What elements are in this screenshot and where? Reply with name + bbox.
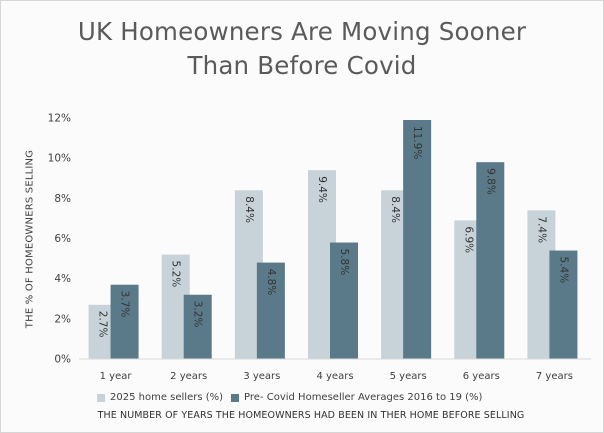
bar-pre-covid	[476, 162, 505, 359]
data-label-2025: 2.7%	[97, 311, 109, 338]
bar-pre-covid	[403, 120, 432, 359]
y-tick-label: 8%	[54, 193, 71, 205]
bar-pre-covid	[549, 250, 578, 359]
chart-title-line-2: Than Before Covid	[187, 51, 417, 80]
bar-pre-covid	[110, 284, 139, 359]
chart-title-line-1: UK Homeowners Are Moving Sooner	[77, 17, 527, 46]
legend-item-2025: 2025 home sellers (%)	[97, 392, 223, 403]
x-tick-label: 5 years	[390, 371, 427, 382]
data-label-2025: 9.4%	[316, 176, 328, 203]
y-tick-label: 4%	[54, 273, 71, 285]
data-label-pre-covid: 5.8%	[338, 249, 350, 276]
y-tick-label: 0%	[54, 354, 71, 366]
data-label-2025: 8.4%	[389, 196, 401, 223]
y-tick-label: 12%	[48, 113, 71, 125]
chart-title: UK Homeowners Are Moving Sooner Than Bef…	[1, 15, 603, 83]
x-tick-label: 7 years	[536, 371, 573, 382]
bar-chart-plot: 0% 2% 4% 6% 8% 10% 12% 2.7% 3.7% 1 year 5.2% 3.2% 2 …	[48, 113, 591, 382]
x-tick-label: 1 year	[100, 371, 133, 382]
data-label-pre-covid: 5.4%	[557, 257, 569, 284]
data-label-pre-covid: 11.9%	[411, 126, 423, 159]
y-tick-label: 10%	[48, 153, 71, 165]
data-label-pre-covid: 4.8%	[265, 269, 277, 296]
legend-swatch-pre-covid	[231, 393, 240, 402]
bar-pre-covid	[183, 294, 212, 359]
x-tick-label: 6 years	[463, 371, 500, 382]
data-label-2025: 6.9%	[462, 226, 474, 253]
x-tick-label: 4 years	[316, 371, 353, 382]
data-label-pre-covid: 3.2%	[192, 301, 204, 328]
data-label-2025: 8.4%	[243, 196, 255, 223]
y-tick-label: 6%	[54, 233, 71, 245]
bar-pre-covid	[330, 242, 358, 359]
legend-swatch-2025	[97, 393, 105, 402]
data-label-2025: 5.2%	[170, 261, 182, 288]
data-label-2025: 7.4%	[535, 216, 547, 243]
legend-item-pre-covid: Pre- Covid Homeseller Averages 2016 to 1…	[231, 392, 482, 403]
x-axis-title: THE NUMBER OF YEARS THE HOMEOWNERS HAD B…	[97, 410, 525, 421]
bar-pre-covid	[256, 262, 285, 359]
y-tick-label: 2%	[54, 313, 71, 325]
legend-label-2025: 2025 home sellers (%)	[110, 392, 224, 403]
data-label-pre-covid: 9.8%	[484, 168, 496, 195]
x-tick-label: 3 years	[243, 371, 280, 382]
legend-label-pre-covid: Pre- Covid Homeseller Averages 2016 to 1…	[244, 392, 483, 403]
legend: 2025 home sellers (%) Pre- Covid Homesel…	[97, 392, 490, 403]
data-label-pre-covid: 3.7%	[119, 291, 131, 318]
x-tick-label: 2 years	[170, 371, 207, 382]
